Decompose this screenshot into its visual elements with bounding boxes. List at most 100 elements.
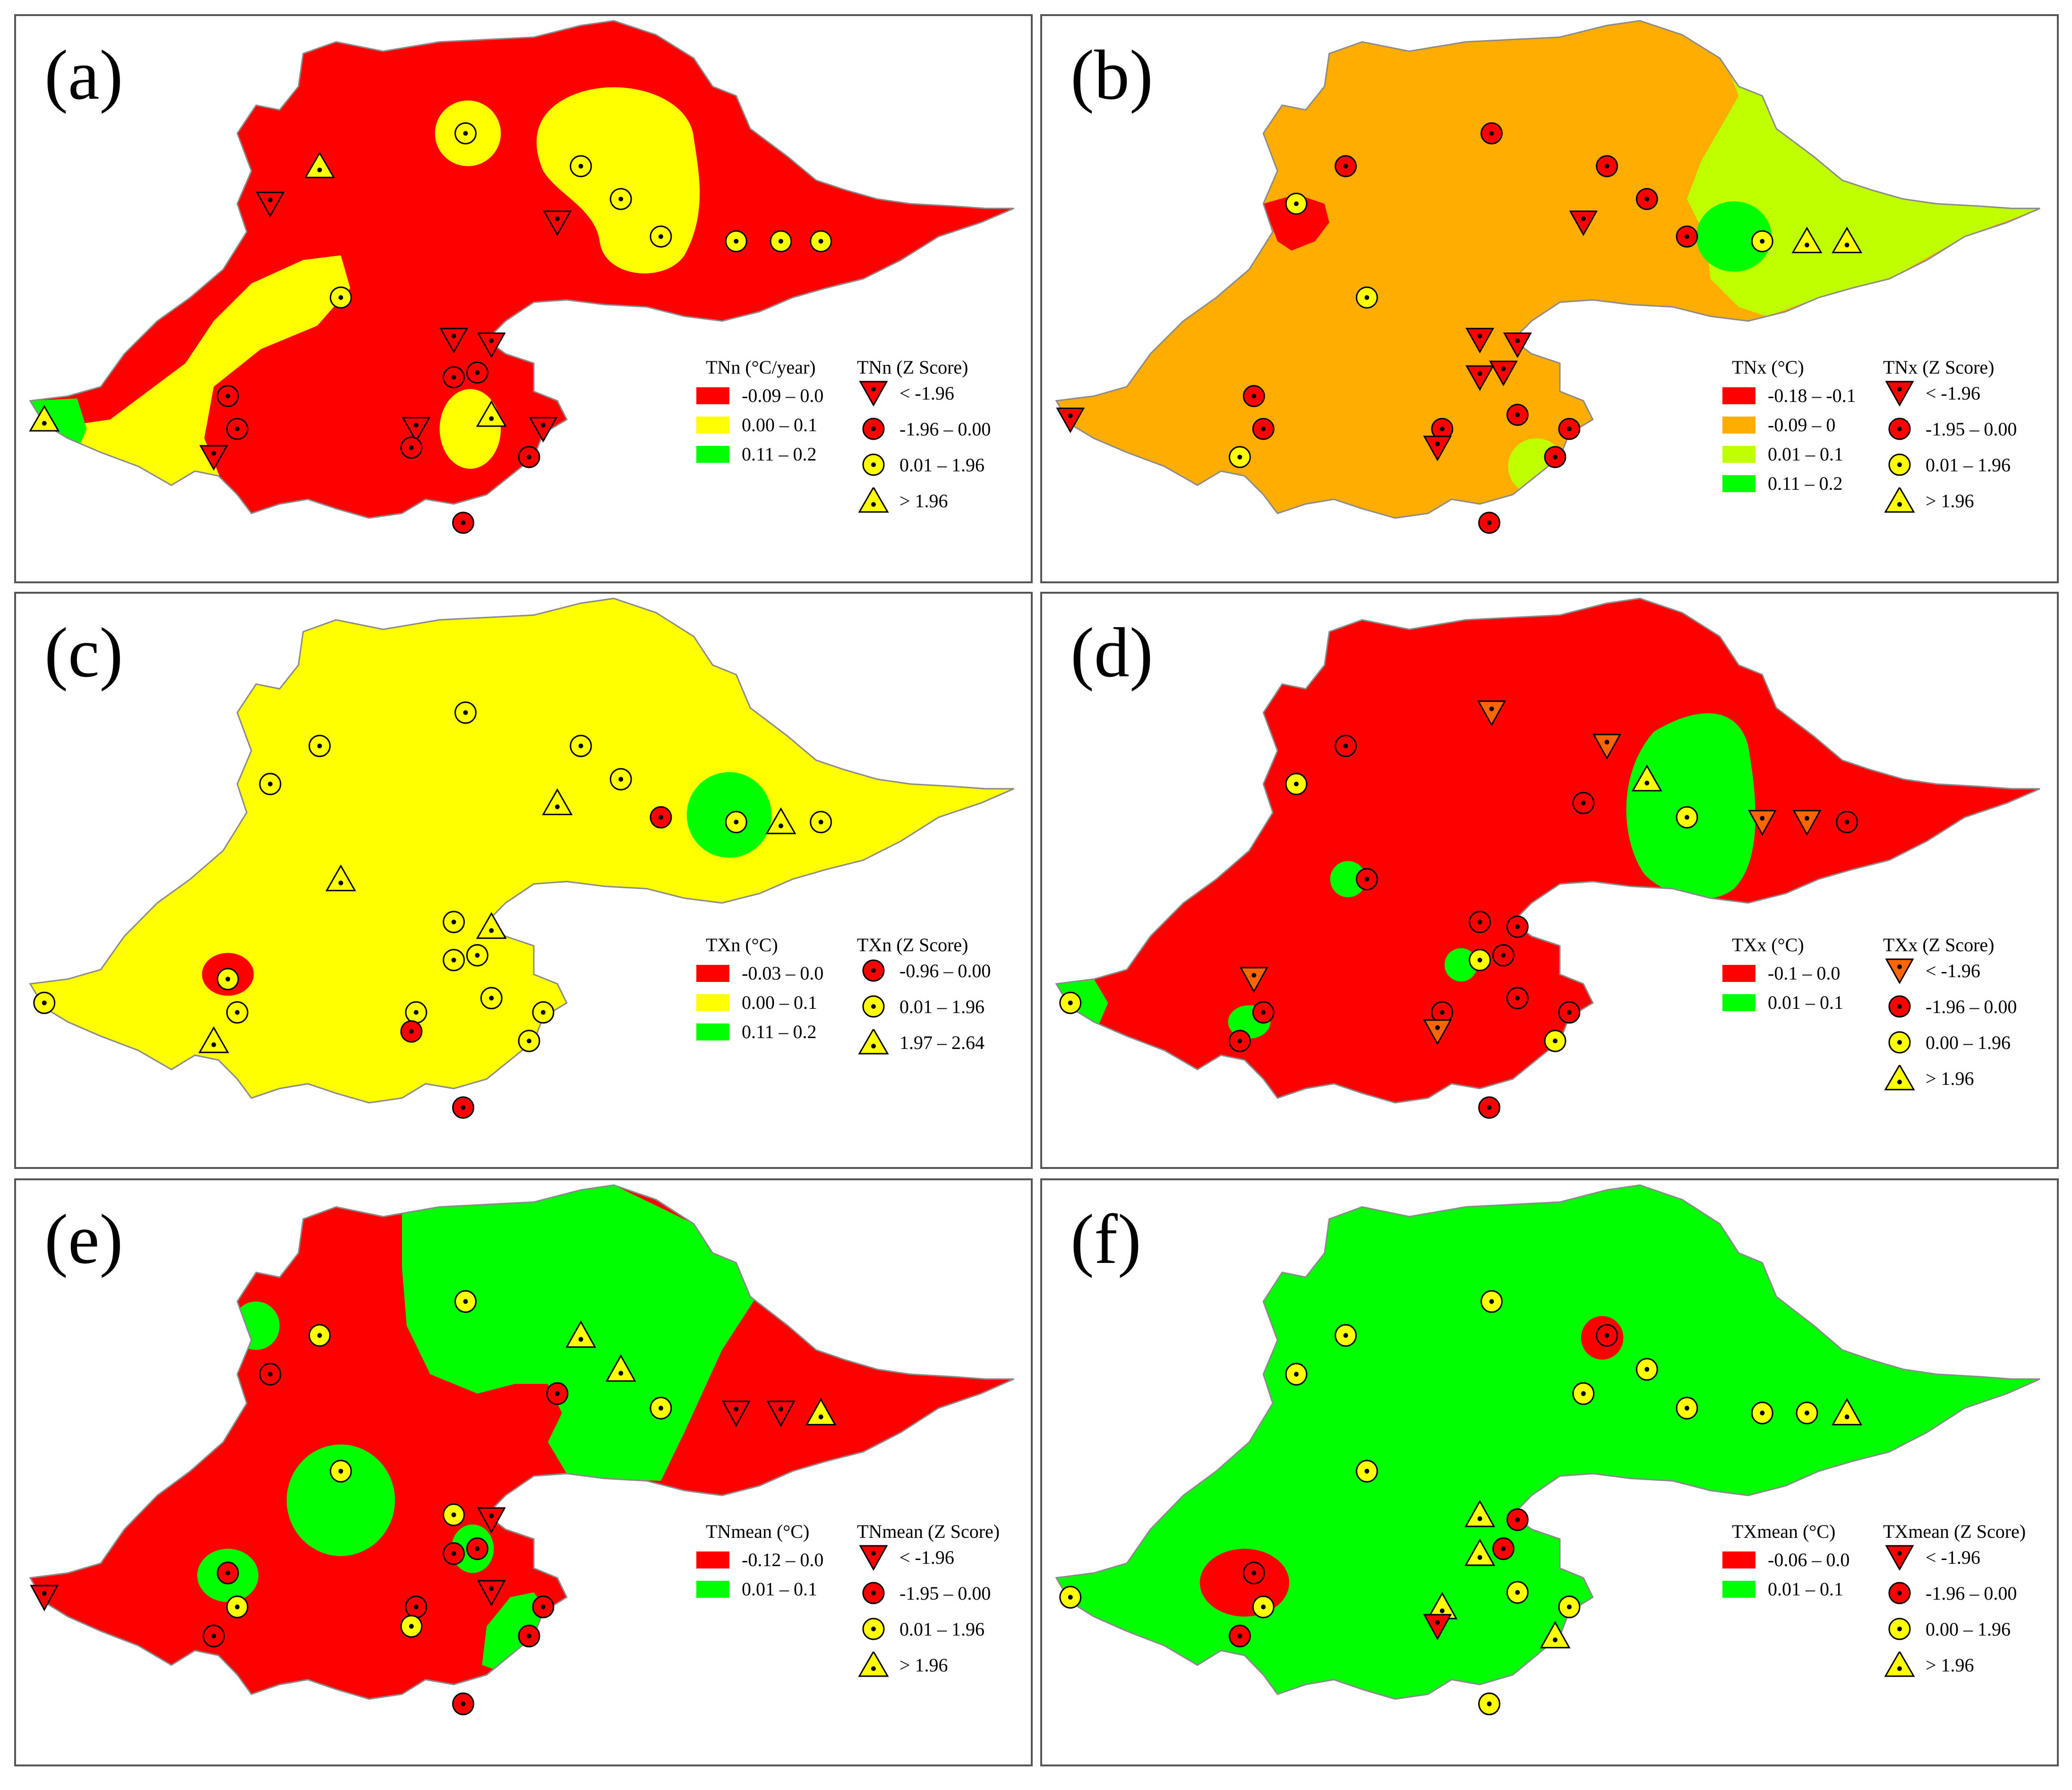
legend-class-label: -0.1 – 0.0 [1768, 963, 1841, 984]
station-marker [1252, 418, 1275, 440]
station-marker [1751, 230, 1773, 253]
station-marker [1506, 987, 1529, 1010]
legend-symbol [1888, 1582, 1911, 1604]
legend-z-label: -0.96 – 0.00 [899, 960, 991, 981]
map-panel-f: (f) TXmean (°C) -0.06 – 0.0 0.01 – 0.1 TXmea… [1040, 1178, 2059, 1766]
circle-symbol-icon [862, 1582, 885, 1604]
station-marker [570, 155, 592, 178]
station-marker [1477, 700, 1506, 727]
station-marker [454, 1290, 477, 1313]
legend-swatch [696, 1023, 729, 1040]
station-marker [226, 1001, 248, 1024]
legend-class-item: 0.01 – 0.1 [1722, 443, 1843, 465]
station-marker [1635, 188, 1658, 210]
legend-class-label: -0.06 – 0.0 [1768, 1549, 1850, 1570]
legend-z-item: -1.96 – 0.00 [857, 416, 991, 442]
down-triangle-symbol-icon [859, 1545, 888, 1570]
circle-symbol-icon [1888, 1582, 1911, 1604]
station-marker [1751, 1401, 1773, 1424]
legend-z-label: 0.01 – 1.96 [899, 996, 985, 1017]
legend-class-item: 0.01 – 0.1 [1722, 1578, 1843, 1600]
legend-class-title: TNmean (°C) [706, 1521, 810, 1542]
legend-z-title: TXx (Z Score) [1883, 934, 1995, 955]
station-marker [605, 1354, 636, 1382]
station-marker [443, 949, 465, 972]
station-marker [1792, 810, 1822, 836]
legend-z-label: 0.01 – 1.96 [899, 454, 985, 476]
station-marker [259, 773, 282, 795]
legend-z-label: 0.00 – 1.96 [1926, 1618, 2011, 1640]
basin-map [1055, 20, 2040, 534]
legend-class-item: 0.00 – 0.1 [696, 414, 817, 436]
legend-z-item: < -1.96 [1883, 380, 1980, 406]
station-marker [1464, 1538, 1496, 1566]
basin-map [1055, 1184, 2040, 1715]
legend-z-item: < -1.96 [1883, 1544, 1980, 1570]
station-marker [650, 225, 672, 248]
legend-swatch [696, 387, 729, 404]
basin-outline [1055, 1184, 2040, 1700]
station-marker [1481, 122, 1503, 145]
station-marker [1544, 446, 1567, 469]
legend-z-item: < -1.96 [857, 1544, 954, 1570]
station-marker [1059, 991, 1082, 1014]
legend-class-item: 0.11 – 0.2 [696, 443, 817, 465]
legend-symbol [862, 418, 885, 440]
station-marker [542, 788, 573, 815]
station-marker [439, 328, 468, 354]
legend-class-label: 0.00 – 0.1 [742, 992, 817, 1013]
station-marker [198, 1026, 229, 1053]
legend-symbol [1884, 1652, 1915, 1677]
legend-z-label: < -1.96 [899, 382, 954, 404]
legend-swatch [696, 1551, 729, 1568]
legend-z-label: > 1.96 [1926, 1067, 1974, 1089]
station-marker [466, 944, 488, 967]
up-triangle-symbol-icon [1884, 1065, 1915, 1091]
station-marker [1572, 1382, 1595, 1405]
station-marker [454, 701, 477, 724]
station-marker [1469, 949, 1491, 972]
station-marker [1635, 1358, 1658, 1381]
legend-swatch [696, 416, 729, 434]
panel-label: (b) [1070, 36, 1153, 114]
legend-class-title: TXn (°C) [706, 934, 778, 955]
station-marker [325, 864, 356, 892]
basin-outline [29, 20, 1014, 519]
legend-symbol [858, 1029, 889, 1055]
map-panel-b: (b) TNx (°C) -0.18 – -0.1 -0.09 – 0 0.01 – 0… [1040, 14, 2059, 583]
station-marker [1356, 1459, 1378, 1483]
legend-symbol [862, 959, 885, 982]
station-marker [1478, 1692, 1500, 1715]
legend-swatch [1722, 445, 1755, 463]
station-marker [466, 1537, 488, 1560]
legend-z-item: 0.01 – 1.96 [857, 452, 985, 478]
station-marker [650, 1397, 672, 1420]
legend-swatch [1722, 387, 1755, 404]
legend-symbol [1884, 487, 1915, 513]
trend-zone-green [286, 1444, 395, 1556]
station-marker [565, 1320, 597, 1348]
station-marker [476, 912, 507, 939]
legend-class-item: -0.12 – 0.0 [696, 1549, 823, 1571]
station-marker [1423, 435, 1452, 461]
legend-symbol [862, 453, 885, 476]
legend-z-item: 0.01 – 1.96 [857, 1616, 985, 1642]
station-marker [400, 436, 423, 459]
legend-z-item: > 1.96 [857, 1652, 948, 1678]
station-marker [452, 1692, 474, 1715]
station-marker [725, 810, 747, 834]
station-marker [256, 192, 285, 218]
basin-outline [29, 597, 1014, 1104]
station-marker [765, 807, 796, 835]
basin-fill [1056, 598, 2040, 1103]
legend-class-item: -0.06 – 0.0 [1722, 1549, 1849, 1571]
legend-z-label: -1.95 – 0.00 [1926, 418, 2017, 440]
trend-zone-red [1263, 194, 1329, 251]
station-marker [259, 1363, 282, 1386]
station-marker [400, 1020, 423, 1043]
map-panel-e: (e) TNmean (°C) -0.12 – 0.0 0.01 – 0.1 TNmea… [14, 1178, 1033, 1766]
basin-map [29, 1184, 1014, 1715]
station-marker [1356, 868, 1378, 891]
station-marker [402, 417, 431, 443]
station-marker [1593, 733, 1621, 760]
